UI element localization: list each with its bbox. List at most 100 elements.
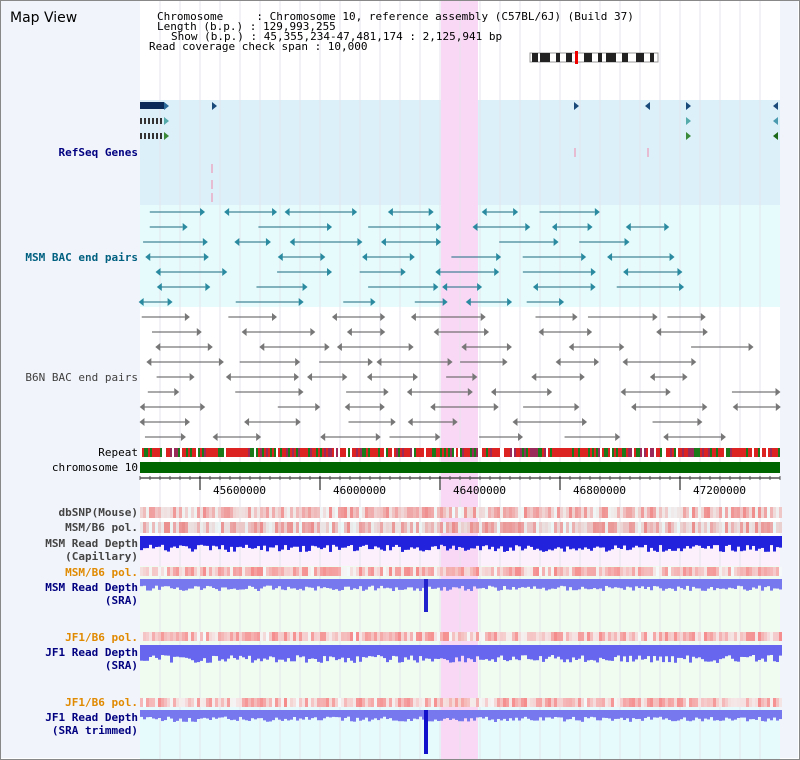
jf1-b6-pol2-strip: [311, 698, 314, 707]
msm-depth-sra-bar: [428, 579, 431, 587]
dbsnp-strip: [455, 507, 458, 518]
repeat-element: [438, 448, 440, 457]
track-label-msm-depth-cap-1[interactable]: MSM Read Depth: [45, 537, 138, 550]
jf1-b6-pol-strip: [680, 632, 683, 641]
jf1-b6-pol2-strip: [518, 698, 521, 707]
msm-b6-pol2-strip: [713, 567, 716, 576]
msm-b6-pol-strip: [677, 522, 680, 533]
msm-depth-sra-bar: [221, 579, 224, 588]
msm-b6-pol2-strip: [737, 567, 740, 576]
jf1-depth-sra-bar: [155, 645, 158, 658]
dbsnp-strip: [539, 507, 542, 518]
track-label-msm-bac[interactable]: MSM BAC end pairs: [25, 251, 138, 264]
jf1-depth-sra-bar: [584, 645, 587, 662]
msm-b6-pol2-strip: [350, 567, 353, 576]
msm-depth-sra-bar: [299, 579, 302, 589]
jf1-depth-trim-bar: [593, 710, 596, 718]
jf1-b6-pol-strip: [251, 632, 254, 641]
msm-depth-cap-bar: [626, 536, 629, 551]
repeat-element: [368, 448, 370, 457]
msm-b6-pol2-strip: [740, 567, 743, 576]
b6n-bac-pair: [700, 313, 706, 321]
msm-depth-sra-bar: [146, 579, 149, 591]
jf1-b6-pol2-strip: [341, 698, 344, 707]
msm-b6-pol2-strip: [323, 567, 326, 576]
msm-depth-sra-bar: [368, 579, 371, 587]
jf1-b6-pol2-strip: [692, 698, 695, 707]
msm-depth-cap-bar: [407, 536, 410, 550]
track-label-msm-depth-sra-1[interactable]: MSM Read Depth: [45, 581, 138, 594]
jf1-b6-pol-strip: [533, 632, 536, 641]
jf1-b6-pol-strip: [152, 632, 155, 641]
msm-b6-pol-strip: [221, 522, 224, 533]
ideogram-band: [584, 53, 592, 62]
msm-b6-pol2-strip: [311, 567, 314, 576]
repeat-element: [506, 448, 508, 457]
repeat-element: [338, 448, 340, 457]
msm-b6-pol-strip: [746, 522, 749, 533]
msm-depth-sra-bar: [698, 579, 701, 589]
b6n-bac-pair: [555, 358, 561, 366]
ideogram-band: [622, 53, 628, 62]
dbsnp-strip: [314, 507, 317, 518]
msm-depth-sra-bar: [164, 579, 167, 587]
track-label-refseq[interactable]: RefSeq Genes: [58, 146, 138, 159]
msm-depth-sra-bar: [380, 579, 383, 586]
jf1-b6-pol-strip: [377, 632, 380, 641]
msm-depth-sra-bar: [230, 579, 233, 590]
jf1-b6-pol-strip: [263, 632, 266, 641]
msm-depth-cap-bar: [704, 536, 707, 549]
jf1-b6-pol2-strip: [611, 698, 614, 707]
jf1-depth-sra-bar: [275, 645, 278, 663]
refseq-gene: [686, 117, 691, 125]
track-label-jf1-depth-sra-1[interactable]: JF1 Read Depth: [45, 646, 138, 659]
repeat-element: [420, 448, 422, 457]
msm-b6-pol-strip: [278, 522, 281, 533]
repeat-element: [602, 448, 604, 457]
dbsnp-strip: [239, 507, 242, 518]
track-label-msm-b6-pol-2[interactable]: MSM/B6 pol.: [65, 566, 138, 579]
jf1-depth-trim-bar: [428, 710, 431, 722]
refseq-gene: [140, 102, 164, 109]
track-label-msm-b6-pol-1[interactable]: MSM/B6 pol.: [65, 521, 138, 534]
msm-b6-pol-strip: [749, 522, 752, 533]
jf1-b6-pol2-strip: [587, 698, 590, 707]
jf1-b6-pol-strip: [242, 632, 245, 641]
jf1-b6-pol2-strip: [392, 698, 395, 707]
jf1-b6-pol-strip: [638, 632, 641, 641]
track-label-jf1-b6-pol-1[interactable]: JF1/B6 pol.: [65, 631, 138, 644]
jf1-depth-trim-bar: [185, 710, 188, 722]
dbsnp-strip: [149, 507, 152, 518]
jf1-b6-pol2-strip: [350, 698, 353, 707]
msm-b6-pol2-strip: [395, 567, 398, 576]
msm-depth-cap-bar: [392, 536, 395, 547]
dbsnp-strip: [584, 507, 587, 518]
jf1-depth-trim-bar: [248, 710, 251, 721]
msm-b6-pol-strip: [215, 522, 218, 533]
msm-b6-pol-strip: [338, 522, 341, 533]
jf1-depth-trim-bar: [203, 710, 206, 718]
msm-depth-sra-bar: [566, 579, 569, 591]
repeat-element: [502, 448, 504, 457]
msm-depth-sra-bar: [257, 579, 260, 591]
track-label-jf1-b6-pol-2[interactable]: JF1/B6 pol.: [65, 696, 138, 709]
msm-b6-pol2-strip: [521, 567, 524, 576]
jf1-depth-trim-bar: [272, 710, 275, 721]
repeat-element: [504, 448, 506, 457]
repeat-element: [270, 448, 272, 457]
repeat-element: [570, 448, 572, 457]
msm-depth-cap-bar: [239, 536, 242, 547]
track-label-b6n-bac[interactable]: B6N BAC end pairs: [25, 371, 138, 384]
jf1-depth-sra-bar: [728, 645, 731, 656]
msm-bac-pair: [298, 298, 304, 306]
track-label-dbsnp[interactable]: dbSNP(Mouse): [58, 506, 138, 519]
track-label-jf1-depth-trim-1[interactable]: JF1 Read Depth: [45, 711, 138, 724]
jf1-depth-trim-bar: [611, 710, 614, 721]
jf1-depth-sra-bar: [701, 645, 704, 660]
msm-b6-pol-strip: [689, 522, 692, 533]
axis-tick-label: 46000000: [333, 484, 386, 497]
repeat-element: [448, 448, 450, 457]
repeat-element: [658, 448, 660, 457]
msm-depth-sra-bar: [611, 579, 614, 589]
